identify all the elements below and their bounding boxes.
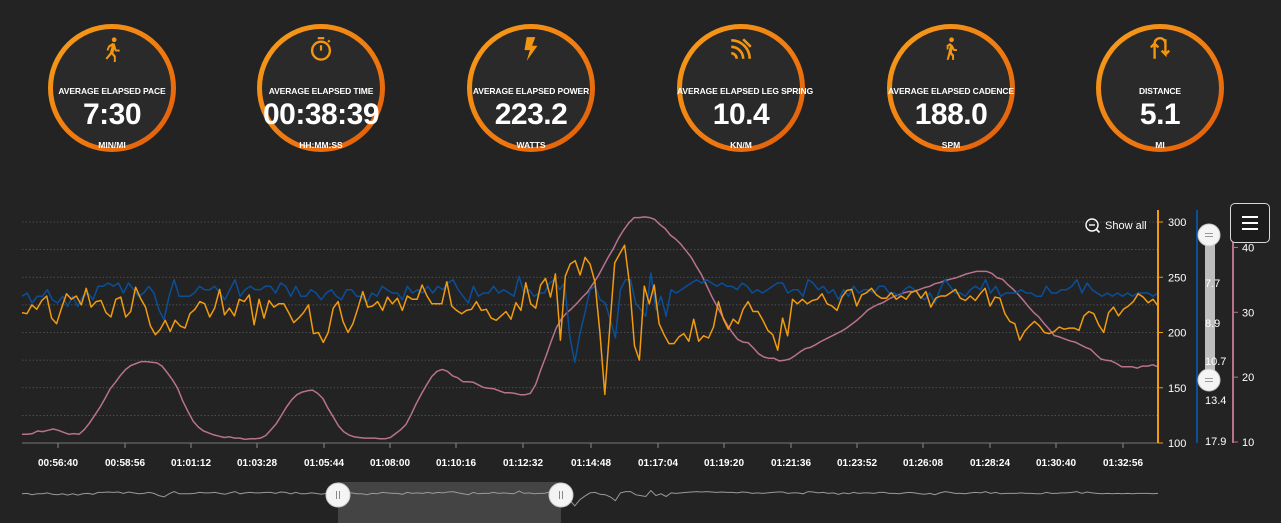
metric-power: AVERAGE ELAPSED POWER 223.2 WATTS	[467, 24, 595, 152]
metric-unit: MIN/MI	[98, 140, 126, 150]
axis-zoom-handle	[1197, 223, 1221, 247]
metric-label: AVERAGE ELAPSED POWER	[472, 86, 590, 96]
x-axis-ticks: 00:56:40 00:58:56 01:01:12 01:03:28 01:05:44…	[38, 443, 1143, 469]
x-axis-label: 01:23:52	[837, 458, 877, 469]
x-axis-label: 01:05:44	[304, 458, 344, 469]
metric-label: DISTANCE	[1138, 86, 1181, 96]
navigator-series	[21, 489, 1159, 507]
cadence-axis-label: 40	[1242, 242, 1254, 254]
swap-arrows-icon	[1096, 36, 1224, 62]
pace-axis-label: 7.7	[1205, 278, 1220, 290]
axes-group: 300 250 200 150 100 7.7 8.9 10.7 13.4 17.9 40 30 20 1…	[1157, 210, 1254, 450]
series-line-orange	[21, 244, 1159, 396]
stopwatch-icon	[257, 36, 385, 62]
series-line-blue	[21, 272, 1159, 364]
grid-lines	[22, 221, 1158, 444]
x-axis-label: 01:03:28	[237, 458, 277, 469]
cadence-axis-label: 10	[1242, 437, 1254, 449]
x-axis-label: 01:01:12	[171, 458, 211, 469]
navigator-handle	[325, 482, 351, 508]
axis-zoom-track	[1205, 230, 1215, 380]
power-axis-label: 100	[1168, 438, 1186, 450]
power-axis-label: 150	[1168, 383, 1186, 395]
cadence-axis-label: 30	[1242, 307, 1254, 319]
cadence-axis-label: 20	[1242, 372, 1254, 384]
pace-axis-label: 13.4	[1205, 395, 1226, 407]
series-group	[21, 216, 1159, 441]
signal-arcs-icon	[677, 36, 805, 62]
series-line-pink	[22, 216, 1159, 441]
metric-cadence: AVERAGE ELAPSED CADENCE 188.0 SPM	[887, 24, 1015, 152]
metric-value: 5.1	[1139, 98, 1181, 131]
pace-axis-label: 17.9	[1205, 436, 1226, 448]
metric-unit: KN/M	[730, 140, 752, 150]
x-axis-label: 00:56:40	[38, 458, 78, 469]
x-axis-label: 01:08:00	[370, 458, 410, 469]
metric-value: 00:38:39	[262, 98, 380, 131]
metric-ring	[677, 24, 805, 152]
show-all-button[interactable]: Show all	[1085, 218, 1147, 234]
navigator-handle	[548, 482, 574, 508]
metric-unit: SPM	[941, 140, 961, 150]
power-axis-label: 200	[1168, 328, 1186, 340]
metric-leg-spring: AVERAGE ELAPSED LEG SPRING 10.4 KN/M	[677, 24, 814, 152]
metric-label: AVERAGE ELAPSED CADENCE	[887, 86, 1014, 96]
x-axis-label: 01:21:36	[771, 458, 811, 469]
navigator[interactable]	[21, 482, 1159, 523]
walker-icon	[887, 36, 1015, 62]
metric-ring	[1096, 24, 1224, 152]
metric-unit: MI	[1155, 140, 1165, 150]
chart-area: 300 250 200 150 100 7.7 8.9 10.7 13.4 17.9 40 30 20 1…	[21, 210, 1254, 523]
metric-value: 7:30	[82, 98, 142, 131]
x-axis-label: 01:30:40	[1036, 458, 1076, 469]
zoom-out-icon	[1085, 218, 1099, 232]
power-axis-label: 250	[1168, 272, 1186, 284]
metric-value: 223.2	[494, 98, 568, 131]
hamburger-menu-icon[interactable]	[1230, 203, 1270, 243]
metric-distance: DISTANCE 5.1 MI	[1096, 24, 1224, 152]
x-axis-label: 01:10:16	[436, 458, 476, 469]
x-axis-label: 01:28:24	[970, 458, 1010, 469]
runner-icon	[48, 36, 176, 62]
x-axis-label: 01:19:20	[704, 458, 744, 469]
metric-unit: WATTS	[516, 140, 546, 150]
x-axis-label: 01:26:08	[903, 458, 943, 469]
lightning-icon	[467, 36, 595, 62]
axis-zoom-handle	[1197, 368, 1221, 392]
metric-label: AVERAGE ELAPSED PACE	[58, 86, 166, 96]
x-axis-label: 01:32:56	[1103, 458, 1143, 469]
x-axis-label: 01:14:48	[571, 458, 611, 469]
show-all-label: Show all	[1105, 220, 1147, 232]
metric-value: 10.4	[712, 98, 770, 131]
metric-label: AVERAGE ELAPSED LEG SPRING	[677, 86, 814, 96]
x-axis-label: 01:12:32	[503, 458, 543, 469]
metric-pace: AVERAGE ELAPSED PACE 7:30 MIN/MI	[48, 24, 176, 152]
power-axis-label: 300	[1168, 217, 1186, 229]
navigator-selection	[338, 482, 561, 523]
metric-time: AVERAGE ELAPSED TIME 00:38:39 HH:MM:SS	[257, 24, 385, 152]
metric-value: 188.0	[914, 98, 988, 131]
metric-unit: HH:MM:SS	[299, 140, 343, 150]
metric-label: AVERAGE ELAPSED TIME	[268, 86, 374, 96]
pace-axis-label: 8.9	[1205, 318, 1220, 330]
x-axis-label: 00:58:56	[105, 458, 145, 469]
pace-axis-label: 10.7	[1205, 356, 1226, 368]
x-axis-label: 01:17:04	[638, 458, 678, 469]
